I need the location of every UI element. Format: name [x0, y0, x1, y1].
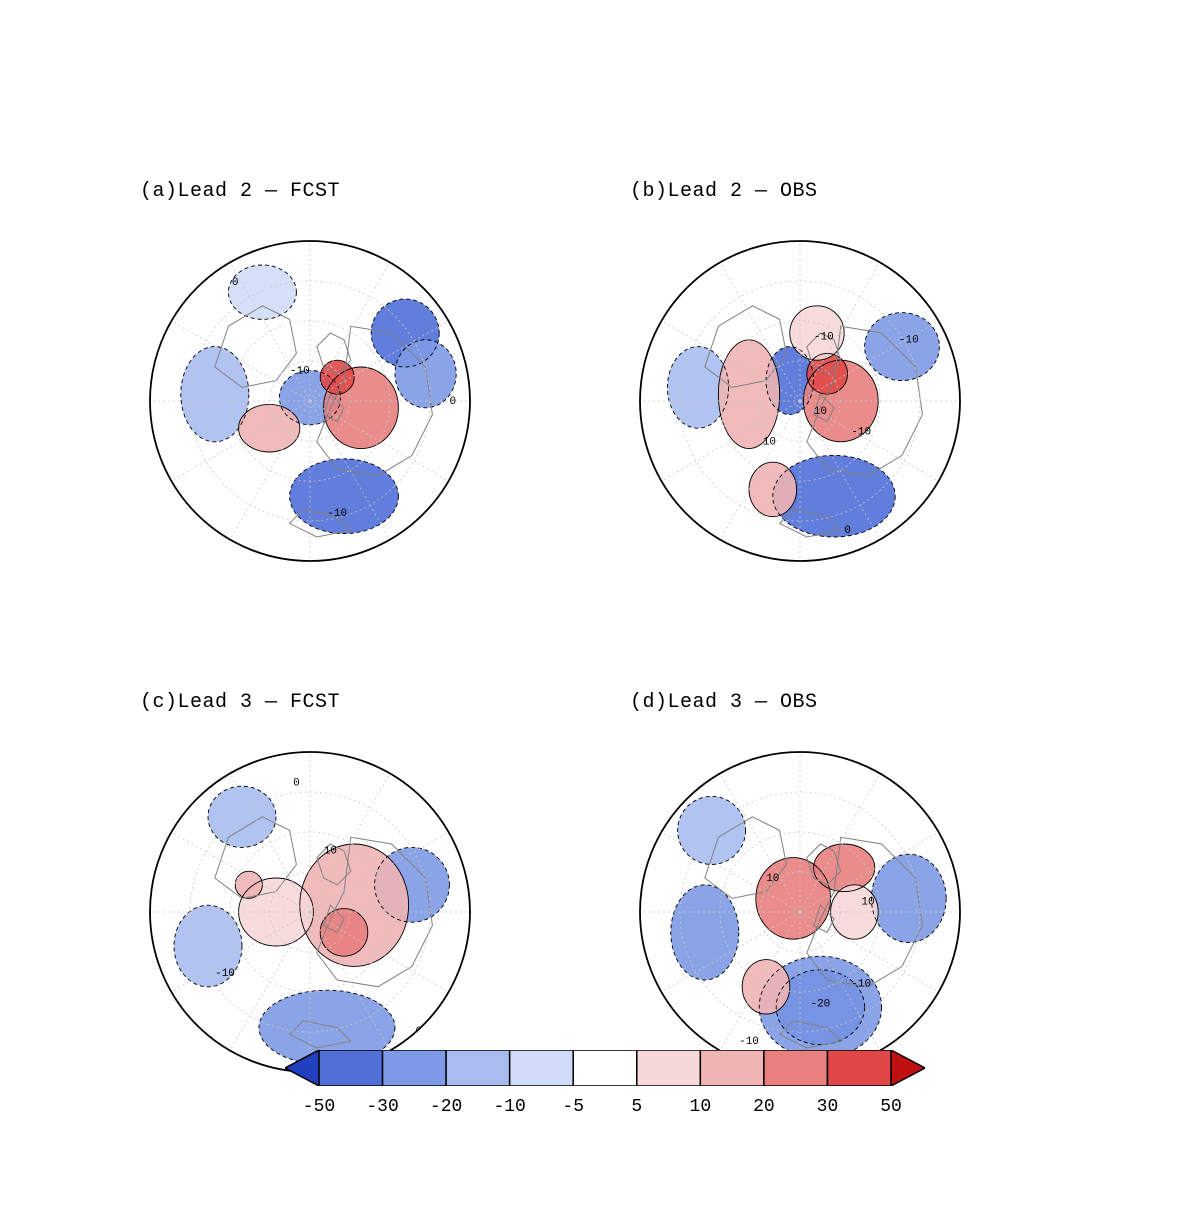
svg-text:-10: -10 [851, 978, 871, 990]
panel-title: (b)Lead 2 — OBS [630, 180, 1040, 203]
svg-text:-20: -20 [810, 999, 830, 1011]
polar-map: 10-1000 [140, 742, 480, 1082]
svg-text:-10: -10 [814, 331, 834, 343]
svg-text:-10: -10 [327, 508, 347, 520]
panel-title: (d)Lead 3 — OBS [630, 691, 1040, 714]
svg-text:-10: -10 [290, 365, 310, 377]
svg-text:-10: -10 [851, 427, 871, 439]
panel-grid: (a)Lead 2 — FCST -10 -10 0 0 (b)Lead 2 — OBS -… [140, 180, 1040, 1082]
panel-title: (a)Lead 2 — FCST [140, 180, 550, 203]
map-panel: (b)Lead 2 — OBS -10 10 -10 -10 0 10 [630, 180, 1040, 571]
svg-text:-10: -10 [739, 1036, 759, 1048]
polar-map: 1010-10-20-100 [630, 742, 970, 1082]
panel-title: (c)Lead 3 — FCST [140, 691, 550, 714]
map-panel: (a)Lead 2 — FCST -10 -10 0 0 [140, 180, 550, 571]
svg-text:0: 0 [232, 277, 239, 289]
colorbar-labels: -50-30-20-10-5510203050 [285, 1097, 925, 1119]
polar-map: -10 10 -10 -10 0 10 [630, 231, 970, 571]
svg-text:0: 0 [844, 525, 851, 537]
svg-text:10: 10 [861, 897, 874, 909]
svg-text:10: 10 [766, 873, 779, 885]
colorbar-svg [285, 1050, 925, 1086]
svg-text:10: 10 [324, 846, 337, 858]
svg-text:-10: -10 [215, 968, 235, 980]
map-panel: (d)Lead 3 — OBS1010-10-20-100 [630, 691, 1040, 1082]
colorbar: -50-30-20-10-5510203050 [285, 1050, 925, 1119]
svg-text:0: 0 [293, 778, 300, 790]
svg-text:10: 10 [814, 406, 827, 418]
map-panel: (c)Lead 3 — FCST10-1000 [140, 691, 550, 1082]
svg-text:10: 10 [763, 437, 776, 449]
figure-container: (a)Lead 2 — FCST -10 -10 0 0 (b)Lead 2 — OBS -… [140, 180, 1040, 1082]
svg-text:0: 0 [449, 396, 456, 408]
svg-text:-10: -10 [899, 335, 919, 347]
polar-map: -10 -10 0 0 [140, 231, 480, 571]
